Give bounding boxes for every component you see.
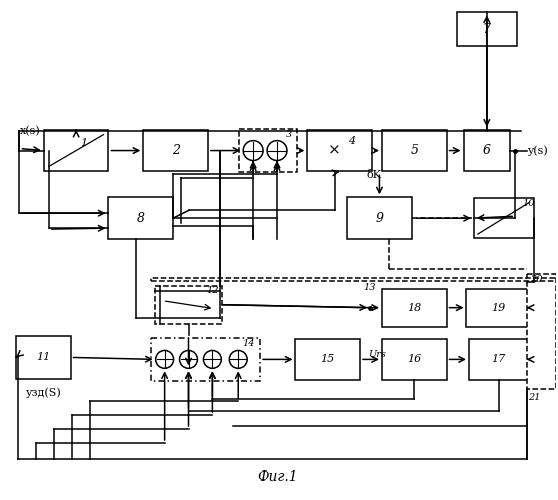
Bar — [151, 278, 558, 281]
Bar — [474, 198, 533, 238]
Text: 6: 6 — [483, 144, 491, 157]
Bar — [466, 289, 531, 327]
Bar — [295, 338, 360, 380]
Bar — [527, 274, 556, 389]
Text: 16: 16 — [407, 354, 421, 364]
Bar — [469, 338, 528, 380]
Text: 20: 20 — [530, 276, 542, 284]
Bar — [347, 198, 412, 239]
Text: x(s): x(s) — [20, 126, 40, 136]
Text: 11: 11 — [36, 352, 50, 362]
Text: δK: δK — [367, 170, 382, 180]
Bar — [44, 130, 108, 172]
Text: 17: 17 — [492, 354, 506, 364]
Bar — [108, 198, 173, 239]
Bar — [382, 130, 446, 172]
Text: Фиг.1: Фиг.1 — [258, 470, 299, 484]
Text: 1: 1 — [80, 138, 88, 147]
Bar — [382, 338, 446, 380]
Text: 9: 9 — [376, 212, 383, 224]
Bar — [464, 130, 510, 172]
Bar — [143, 130, 208, 172]
Text: 4: 4 — [348, 136, 355, 145]
Text: 12: 12 — [206, 286, 219, 296]
Text: Urs: Urs — [368, 350, 386, 359]
Text: 2: 2 — [171, 144, 180, 157]
Text: 15: 15 — [321, 354, 335, 364]
Text: ×: × — [328, 144, 341, 158]
Bar — [16, 336, 71, 380]
Text: 14: 14 — [242, 339, 254, 348]
Text: 7: 7 — [483, 22, 491, 36]
Text: 13: 13 — [363, 284, 376, 292]
Bar — [307, 130, 372, 172]
Bar — [382, 289, 446, 327]
Bar — [457, 12, 517, 46]
Bar — [151, 338, 260, 382]
Text: 3: 3 — [286, 130, 292, 139]
Text: 5: 5 — [410, 144, 418, 157]
Text: y(s): y(s) — [527, 146, 547, 156]
Text: 21: 21 — [528, 392, 540, 402]
Bar — [239, 128, 297, 172]
Text: 19: 19 — [492, 302, 506, 312]
Text: узд(S): узд(S) — [26, 388, 61, 398]
Text: 10: 10 — [522, 199, 535, 208]
Text: 8: 8 — [137, 212, 145, 224]
Bar — [155, 286, 222, 324]
Text: 18: 18 — [407, 302, 421, 312]
